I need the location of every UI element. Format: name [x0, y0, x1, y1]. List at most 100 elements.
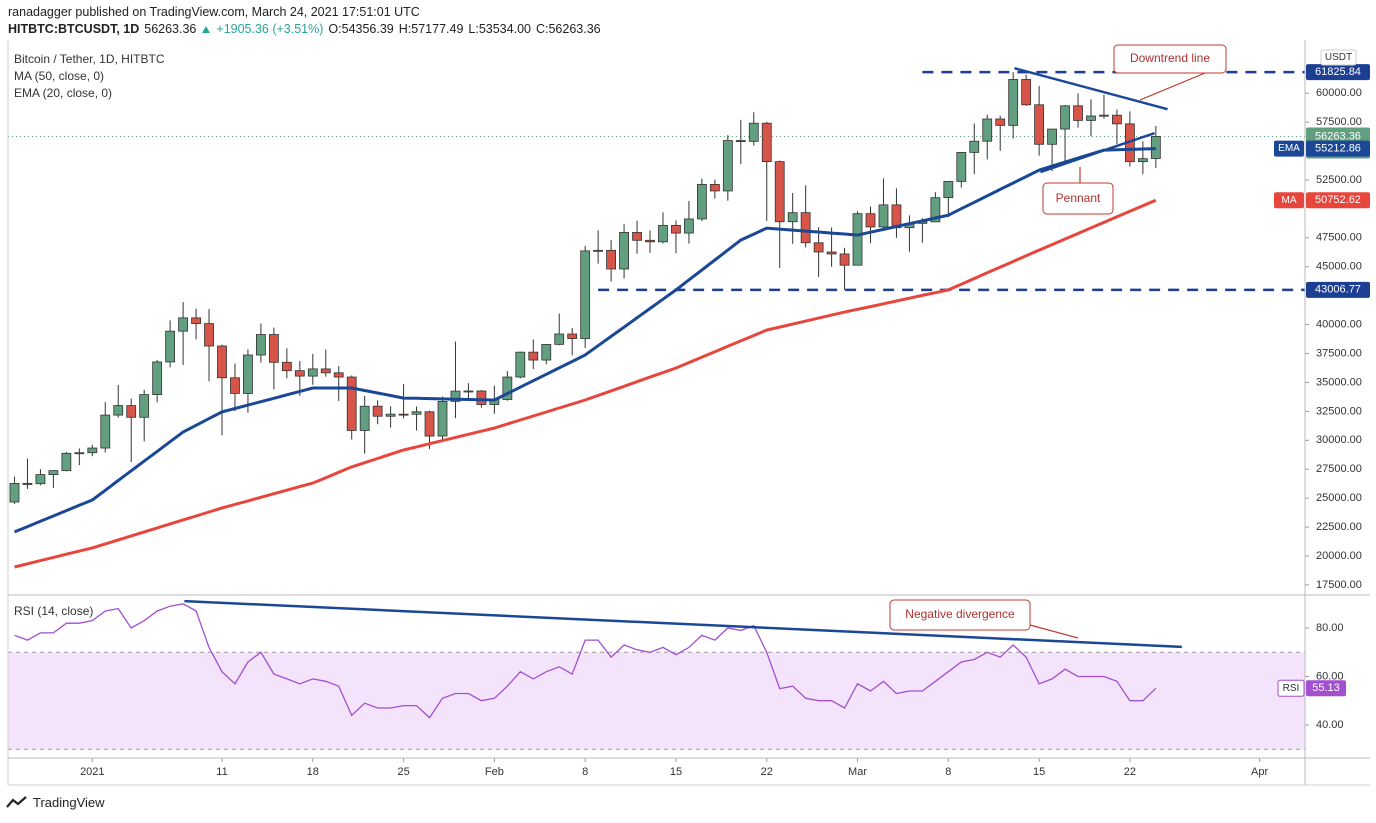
- price-tag-box: [1306, 192, 1370, 209]
- candle-body: [839, 253, 850, 266]
- x-tick-label: 11: [216, 766, 227, 778]
- symbol: HITBTC:BTCUSDT, 1D: [8, 22, 140, 36]
- candle-body: [865, 213, 876, 228]
- legend-entry: MA (50, close, 0): [14, 69, 104, 83]
- change: +1905.36 (+3.51%): [216, 22, 324, 36]
- candle-body: [230, 377, 240, 394]
- candle-body: [178, 317, 188, 332]
- candle-body: [1008, 79, 1019, 126]
- candle-body: [437, 400, 448, 437]
- callout-arrow: [1029, 624, 1079, 639]
- price-tag: 56263.36: [1315, 130, 1361, 142]
- callout-box: [1042, 182, 1114, 215]
- y-tick-label: 45000.00: [1316, 261, 1362, 273]
- series-tag: RSI: [1283, 683, 1300, 694]
- candle-body: [1073, 105, 1083, 121]
- candle-body: [281, 361, 292, 372]
- price-tag-box: [1306, 680, 1346, 697]
- candle-body: [1112, 114, 1122, 125]
- x-tick-label: 8: [582, 766, 588, 778]
- y-tick-label: 80.00: [1316, 622, 1344, 634]
- candle-body: [100, 414, 111, 449]
- callout-box: [889, 599, 1031, 631]
- indicator-line: [14, 198, 1157, 569]
- chart-title: Bitcoin / Tether, 1D, HITBTC: [14, 52, 165, 66]
- y-tick-label: 60.00: [1316, 670, 1344, 682]
- x-tick-label: 25: [397, 766, 409, 778]
- candle-body: [800, 212, 811, 244]
- series-tag: EMA: [1278, 143, 1300, 154]
- callout-text: Negative divergence: [905, 607, 1015, 621]
- currency: USDT: [1325, 52, 1352, 63]
- y-tick-label: 40.00: [1316, 719, 1344, 731]
- candle-body: [1060, 105, 1070, 130]
- candle-body: [956, 151, 967, 182]
- y-tick-label: 25000.00: [1316, 492, 1362, 504]
- candle-body: [463, 390, 474, 393]
- candle-body: [22, 483, 33, 485]
- candle-body: [165, 330, 176, 363]
- callout-box: [1113, 44, 1227, 74]
- candle-body: [606, 249, 617, 270]
- callout-text: Pennant: [1056, 191, 1101, 205]
- candle-body: [619, 232, 629, 270]
- candle-body: [696, 183, 707, 220]
- candle-body: [359, 405, 370, 431]
- candle-body: [1034, 104, 1045, 145]
- candle-body: [450, 390, 461, 402]
- candle-body: [541, 343, 552, 361]
- ohlc-open: O:54356.39: [328, 22, 394, 36]
- candle-body: [567, 333, 578, 339]
- candle-body: [424, 411, 435, 437]
- candle-body: [217, 345, 227, 379]
- y-tick-label: 37500.00: [1316, 347, 1362, 359]
- candle-body: [191, 317, 201, 324]
- callout-arrow: [1139, 72, 1206, 101]
- x-tick-label: Apr: [1251, 766, 1268, 778]
- series-tag-box: [1274, 192, 1304, 209]
- candle-body: [9, 483, 20, 503]
- candle-body: [294, 370, 305, 377]
- price-tag-box: [1306, 281, 1370, 298]
- indicator-line: [13, 147, 1156, 534]
- candle-body: [735, 140, 746, 142]
- y-tick-label: 20000.00: [1316, 550, 1362, 562]
- candle-body: [320, 368, 331, 374]
- series-tag-box: [1277, 679, 1305, 697]
- x-tick-label: 15: [670, 766, 682, 778]
- price-tag: 43006.77: [1315, 284, 1361, 296]
- candle-body: [48, 470, 59, 475]
- candle-body: [969, 140, 980, 153]
- candle-body: [61, 452, 72, 472]
- candle-body: [243, 354, 253, 394]
- price-tag-box: [1306, 64, 1370, 81]
- candle-body: [671, 224, 681, 234]
- candle-body: [684, 218, 694, 234]
- candle-body: [930, 197, 941, 223]
- candle-body: [372, 405, 383, 417]
- candle-body: [74, 452, 85, 455]
- candle-body: [126, 405, 137, 418]
- y-tick-label: 40000.00: [1316, 319, 1362, 331]
- candle-body: [385, 413, 396, 417]
- candle-body: [515, 351, 526, 378]
- trend-line: [1014, 67, 1168, 111]
- up-arrow-icon: [202, 25, 211, 33]
- rsi-line: [14, 603, 1157, 719]
- x-tick-label: Feb: [485, 766, 504, 778]
- candle-body: [256, 334, 266, 356]
- x-tick-label: 22: [761, 766, 773, 778]
- legend-entry: EMA (20, close, 0): [14, 86, 112, 100]
- trend-line: [184, 599, 1182, 649]
- candle-body: [87, 447, 98, 454]
- ohlc-low: L:53534.00: [468, 22, 531, 36]
- candle-body: [787, 212, 798, 223]
- brand-logo: [6, 795, 27, 808]
- candle-body: [852, 213, 863, 266]
- rsi-band: [8, 652, 1305, 750]
- candle-body: [204, 323, 214, 347]
- candle-body: [580, 250, 591, 339]
- y-tick-label: 57500.00: [1316, 116, 1362, 128]
